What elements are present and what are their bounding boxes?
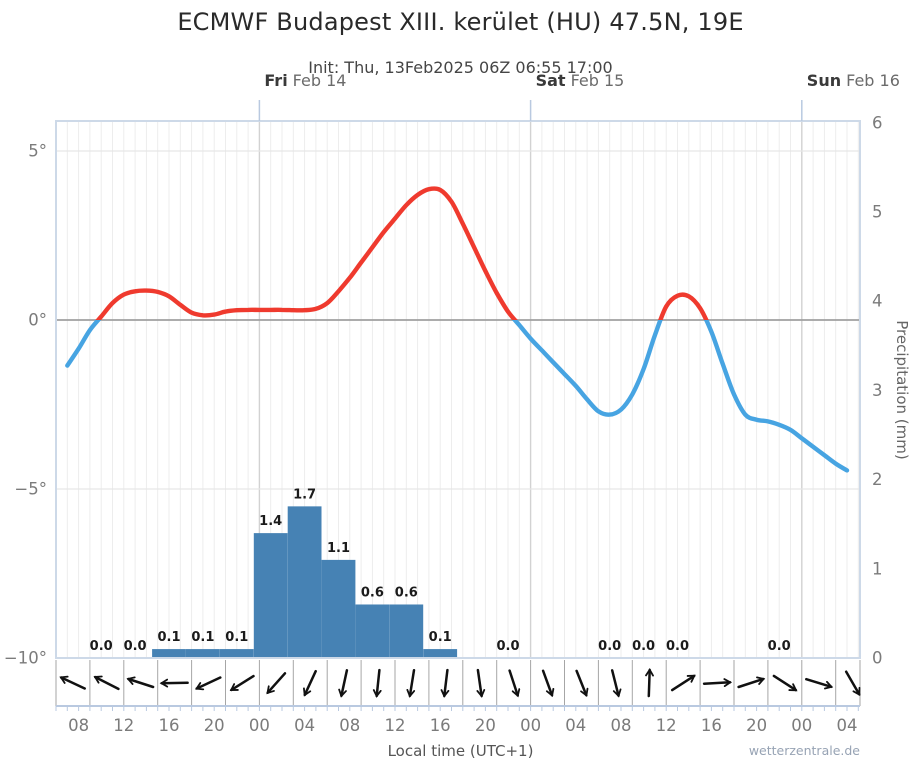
precip-bar — [287, 506, 322, 658]
precip-bar-label: 0.0 — [90, 639, 113, 654]
x-axis-tick-label: 20 — [746, 716, 767, 735]
wind-arrow — [772, 674, 798, 692]
x-axis-tick-label: 08 — [611, 716, 632, 735]
wind-arrow — [702, 678, 733, 687]
temperature-curve-below-zero — [65, 320, 850, 473]
wind-arrow — [575, 669, 589, 697]
wind-arrow — [126, 676, 155, 689]
wind-arrow — [645, 667, 654, 698]
page-title: ECMWF Budapest XIII. kerület (HU) 47.5N,… — [177, 8, 744, 36]
precip-bar — [423, 649, 458, 658]
wind-arrow — [610, 669, 622, 698]
precip-axis-tick-label: 6 — [872, 113, 883, 132]
precip-bar-label: 0.1 — [429, 630, 452, 645]
precip-axis-tick-label: 0 — [872, 649, 883, 668]
day-label: Sun Feb 16 — [807, 71, 900, 90]
day-date: Feb 15 — [570, 71, 625, 90]
precip-axis-tick-label: 4 — [872, 292, 883, 311]
wind-arrow — [508, 669, 521, 698]
x-axis-tick-label: 00 — [520, 716, 541, 735]
precip-bar-label: 0.1 — [191, 630, 214, 645]
x-axis-title: Local time (UTC+1) — [387, 742, 534, 760]
wind-arrow — [541, 669, 555, 698]
x-axis-tick-label: 08 — [339, 716, 360, 735]
precip-bar-label: 0.0 — [496, 639, 519, 654]
temp-axis-tick-label: 5° — [28, 142, 47, 161]
precip-bar-label: 1.7 — [293, 487, 316, 502]
wind-arrow — [844, 670, 861, 697]
x-axis-tick-label: 00 — [791, 716, 812, 735]
precip-axis-title: Precipitation (mm) — [893, 320, 911, 460]
wind-arrow — [194, 676, 222, 691]
precip-bar-label: 0.1 — [225, 630, 248, 645]
precip-bar — [186, 649, 220, 658]
temperature-curve-above-zero — [95, 186, 709, 320]
x-axis-tick-label: 16 — [701, 716, 722, 735]
x-axis-tick-label: 16 — [430, 716, 451, 735]
precip-bar — [321, 559, 356, 658]
wind-arrow — [229, 674, 255, 692]
x-axis-tick-label: 04 — [837, 716, 858, 735]
precip-bar — [253, 533, 288, 658]
x-axis-tick-label: 04 — [294, 716, 315, 735]
x-axis-tick-label: 20 — [475, 716, 496, 735]
precip-bar-label: 0.6 — [395, 585, 418, 600]
day-name: Sun — [806, 71, 842, 90]
precip-bar — [152, 649, 186, 658]
wind-arrow — [372, 668, 382, 698]
day-label: Fri Feb 14 — [264, 71, 346, 90]
x-axis-tick-label: 12 — [385, 716, 406, 735]
init-subtitle: Init: Thu, 13Feb2025 06Z 06:55 17:00 — [308, 58, 613, 77]
x-axis-tick-label: 08 — [68, 716, 89, 735]
precip-bar-label: 0.1 — [157, 630, 180, 645]
precip-bar-label: 0.0 — [124, 639, 147, 654]
temp-axis-tick-label: −5° — [14, 480, 47, 499]
wind-arrow — [338, 669, 349, 698]
day-date: Feb 16 — [846, 71, 900, 90]
precip-bar — [219, 649, 254, 658]
precip-bar-label: 0.0 — [666, 639, 689, 654]
wind-arrow — [440, 668, 450, 698]
wind-arrow — [406, 668, 416, 698]
x-axis-tick-label: 12 — [113, 716, 134, 735]
wind-arrow — [737, 676, 766, 689]
wind-arrow — [266, 672, 287, 695]
wind-arrow — [93, 675, 120, 691]
wind-arrow — [476, 668, 486, 698]
plot-border — [55, 120, 861, 659]
precip-bar-label: 1.1 — [327, 541, 350, 556]
temp-axis-tick-label: −10° — [4, 649, 47, 668]
wind-arrow — [670, 674, 696, 692]
precip-bar-label: 0.0 — [768, 639, 791, 654]
wind-arrow — [805, 677, 834, 690]
wind-arrow — [59, 675, 86, 690]
x-axis-tick-label: 12 — [656, 716, 677, 735]
precip-bar — [389, 604, 424, 658]
day-label: Sat Feb 15 — [536, 71, 625, 90]
precip-axis-tick-label: 3 — [872, 381, 883, 400]
temp-axis-tick-label: 0° — [28, 311, 47, 330]
x-axis-tick-label: 00 — [249, 716, 270, 735]
day-name: Fri — [264, 71, 288, 90]
day-date: Feb 14 — [292, 71, 347, 90]
watermark: wetterzentrale.de — [748, 743, 860, 758]
x-axis-tick-label: 20 — [204, 716, 225, 735]
x-axis-tick-label: 04 — [565, 716, 586, 735]
x-axis-tick-label: 16 — [159, 716, 180, 735]
wind-arrow — [303, 669, 317, 697]
precip-bar-label: 0.6 — [361, 585, 384, 600]
precip-axis-tick-label: 1 — [872, 559, 883, 578]
precip-bar-label: 0.0 — [632, 639, 655, 654]
precip-bar-label: 0.0 — [598, 639, 621, 654]
precip-bar-label: 1.4 — [259, 514, 282, 529]
day-name: Sat — [535, 71, 566, 90]
precip-axis-tick-label: 2 — [872, 470, 883, 489]
precip-axis-tick-label: 5 — [872, 203, 883, 222]
precip-bar — [355, 604, 390, 658]
